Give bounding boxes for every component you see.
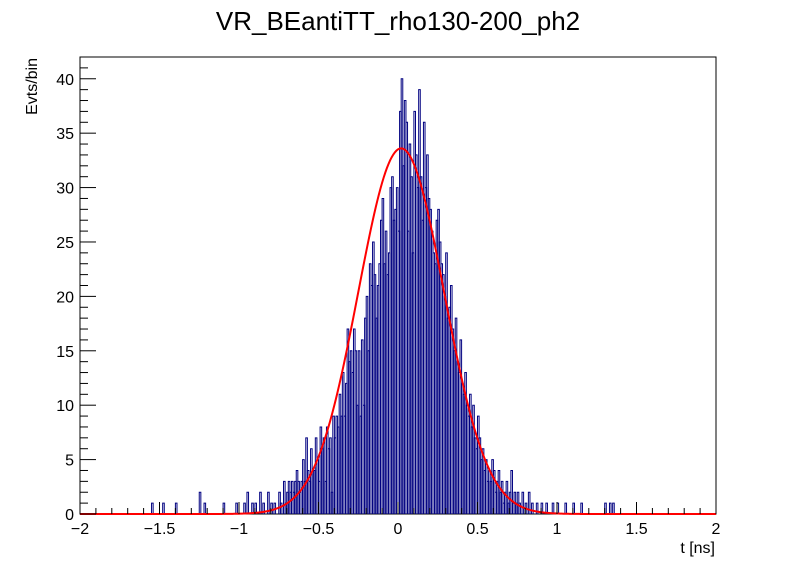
histogram-bar (262, 502, 265, 514)
histogram-bar (580, 502, 583, 514)
y-tick-label: 35 (56, 126, 74, 143)
histogram-bar (162, 502, 165, 514)
y-tick-label: 40 (56, 72, 74, 89)
y-tick-label: 0 (65, 507, 74, 524)
x-tick-label: 2 (712, 521, 721, 538)
y-tick-label: 30 (56, 181, 74, 198)
histogram-bar (251, 502, 254, 514)
histogram-bar (608, 502, 612, 514)
histogram-bar (259, 491, 262, 514)
histogram-bar (531, 502, 534, 514)
x-tick-label: −1 (230, 521, 248, 538)
histogram-bar (198, 491, 202, 514)
histogram-bar (235, 502, 238, 514)
y-tick-label: 5 (65, 453, 74, 470)
y-tick-label: 20 (56, 289, 74, 306)
histogram-bar (246, 491, 250, 514)
y-tick-label: 10 (56, 398, 74, 415)
y-tick-label: 15 (56, 344, 74, 361)
histogram-bar (612, 502, 615, 514)
y-tick-label: 25 (56, 235, 74, 252)
histogram-bar (527, 491, 531, 514)
histogram-bar (283, 480, 286, 514)
x-tick-label: −2 (71, 521, 89, 538)
chart-title: VR_BEantiTT_rho130-200_ph2 (216, 6, 580, 36)
x-tick-label: 1 (553, 521, 562, 538)
gaussian-fit-line (80, 147, 716, 515)
histogram-bar (151, 502, 154, 514)
x-tick-label: −0.5 (303, 521, 335, 538)
histogram-bar (329, 437, 332, 514)
x-tick-label: −1.5 (144, 521, 176, 538)
histogram-bar (267, 491, 270, 514)
histogram-bar (564, 502, 568, 514)
histogram-bar (203, 502, 207, 514)
x-axis-title: t [ns] (680, 540, 715, 557)
x-tick-label: 0.5 (466, 521, 488, 538)
histogram-bar (279, 502, 283, 514)
histogram-bar (545, 502, 548, 514)
gaussian-fit-series (80, 147, 716, 515)
histogram-bar (521, 491, 525, 514)
histogram-bar (322, 437, 326, 514)
histogram-bar (243, 502, 246, 514)
x-tick-label: 0 (394, 521, 403, 538)
histogram-bar (500, 480, 504, 514)
histogram-bar (518, 502, 521, 514)
x-tick-label: 1.5 (625, 521, 647, 538)
histogram-bar (535, 502, 539, 514)
histogram-bar (551, 502, 555, 514)
y-axis-title: Evts/bin (24, 58, 41, 115)
histogram-bar (510, 469, 513, 514)
